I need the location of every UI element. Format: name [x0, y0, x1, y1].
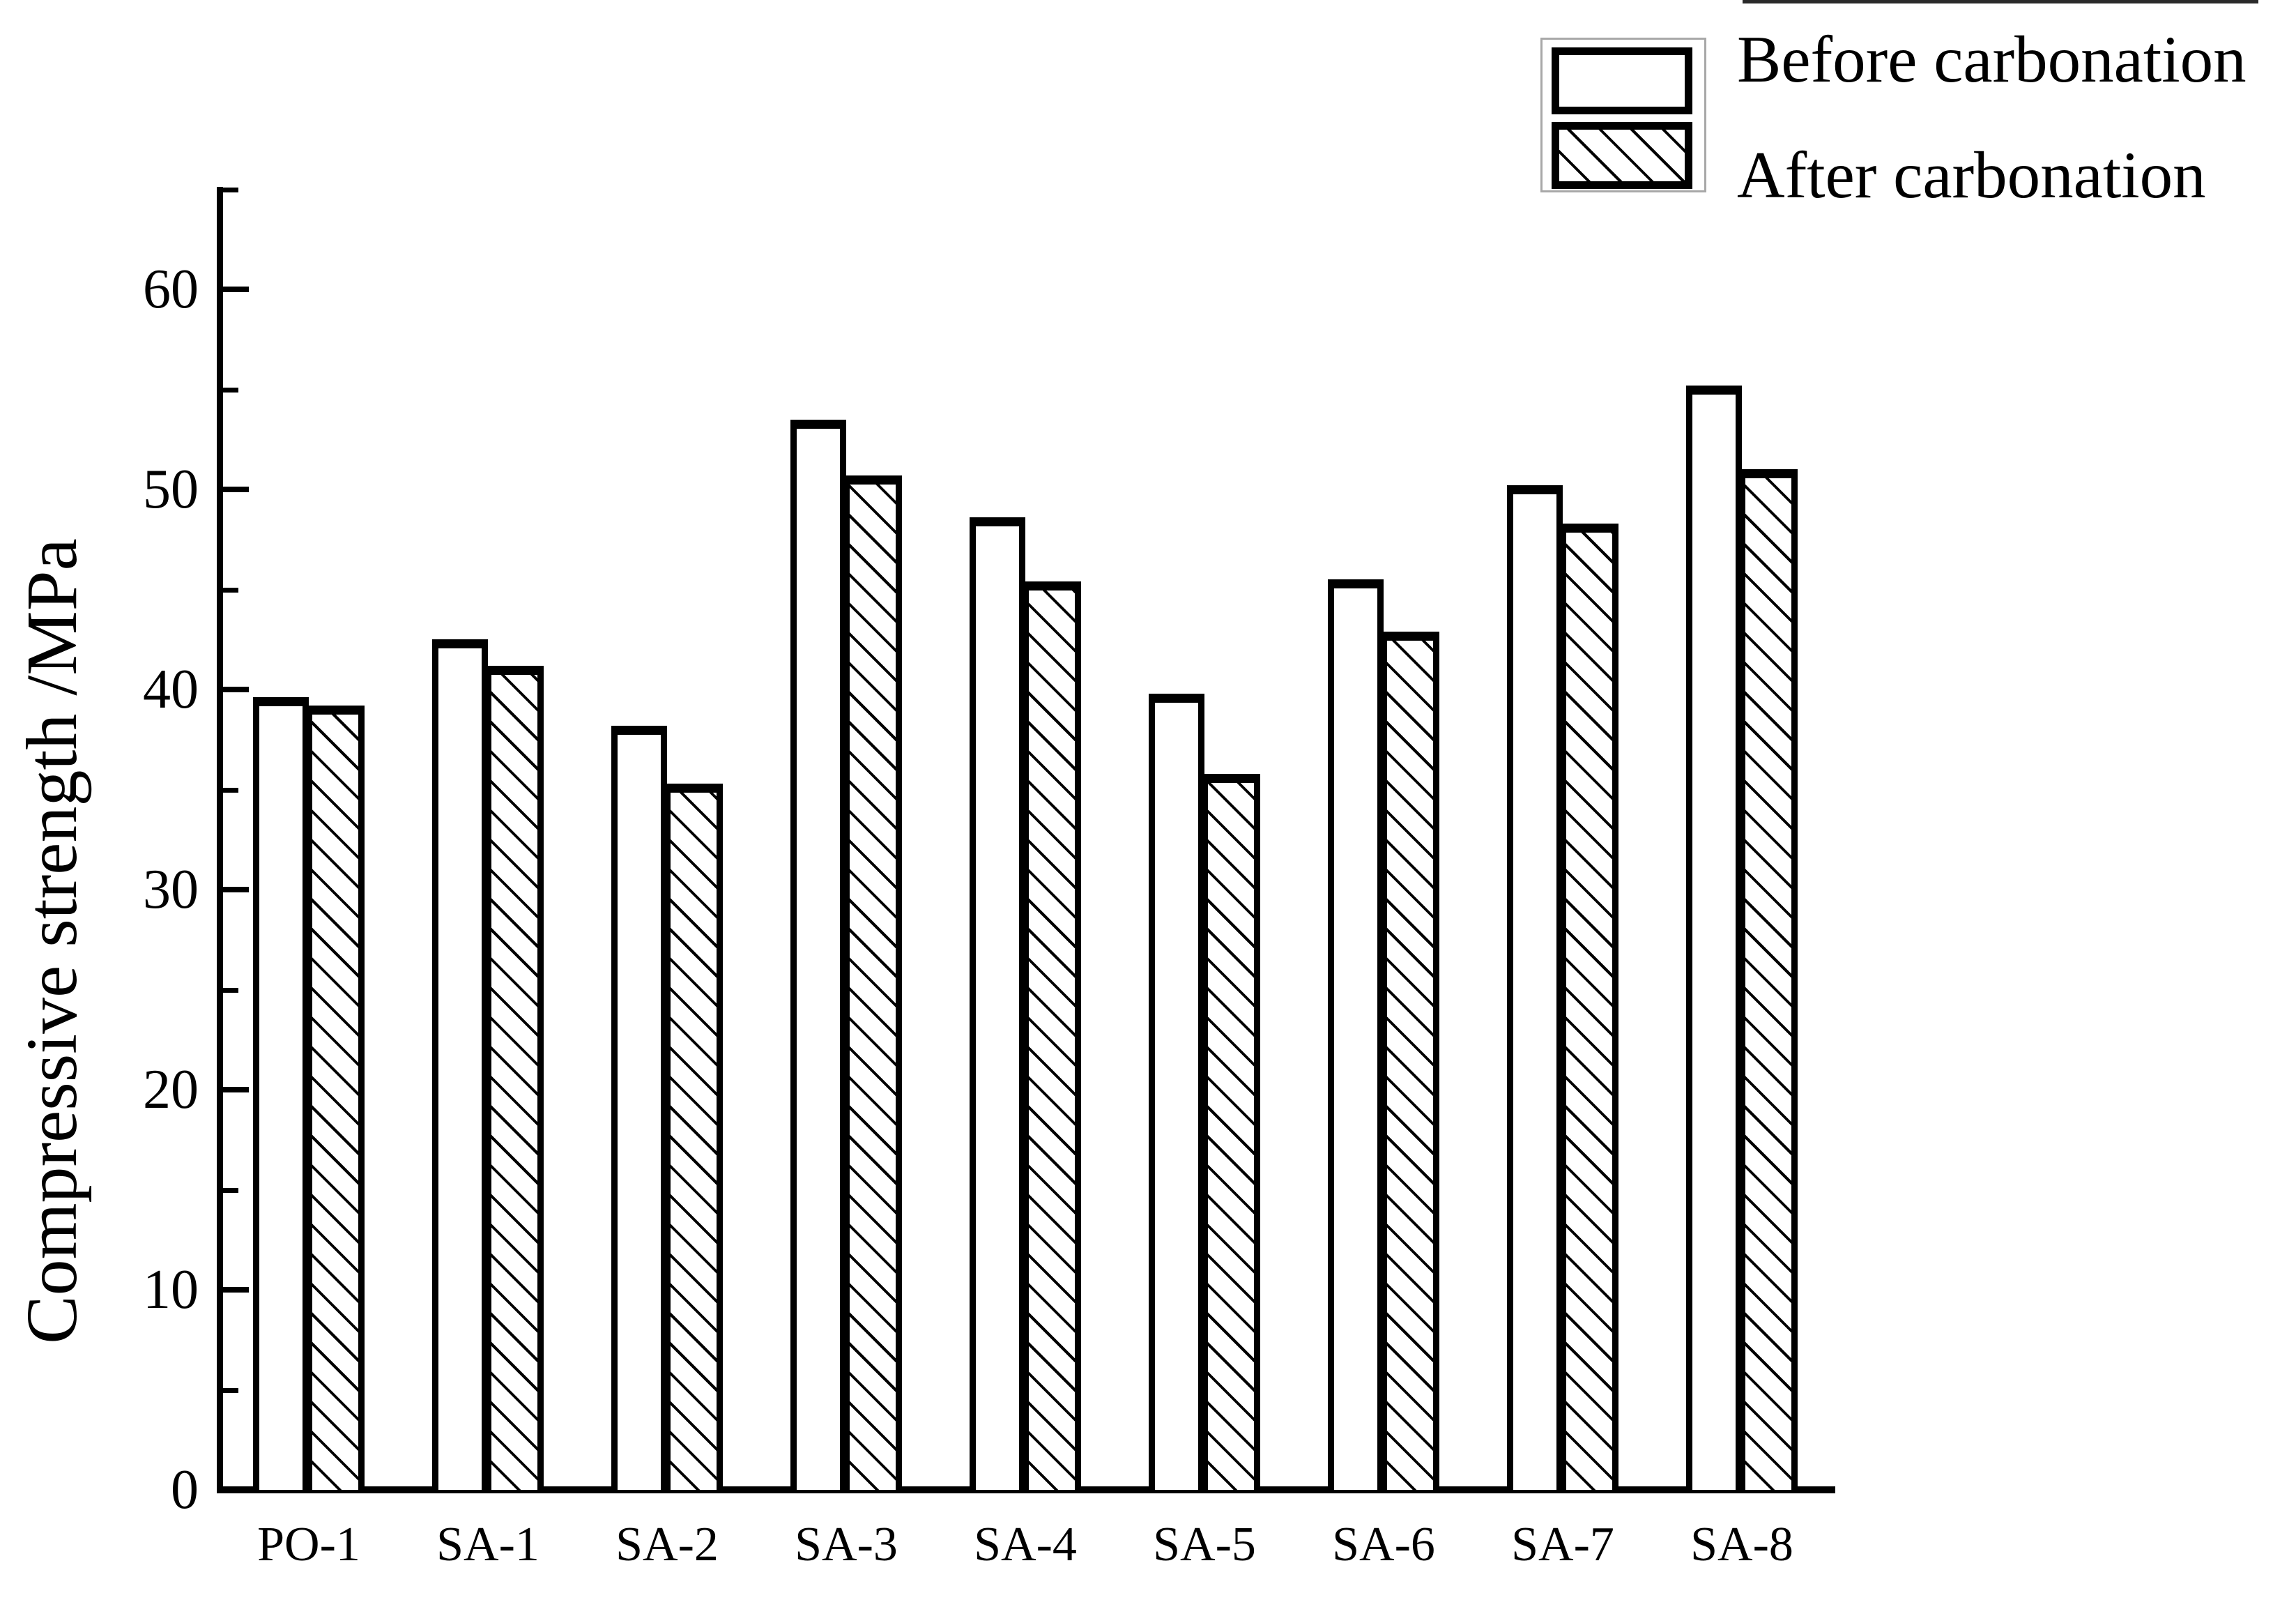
x-category-label-SA-3: SA-3 [795, 1518, 898, 1571]
x-category-label-SA-8: SA-8 [1690, 1518, 1793, 1571]
legend-label-before: Before carbonation [1737, 22, 2247, 96]
x-category-label-SA-2: SA-2 [615, 1518, 719, 1571]
x-category-label-SA-1: SA-1 [436, 1518, 539, 1571]
y-minor-tick-15 [223, 1187, 238, 1193]
bar-before-SA-3 [790, 419, 846, 1490]
bar-before-SA-1 [432, 639, 488, 1490]
y-tick-label-50: 50 [143, 459, 199, 520]
bar-after-SA-4 [1023, 581, 1081, 1490]
bar-after-PO-1 [306, 705, 365, 1490]
x-category-label-SA-5: SA-5 [1153, 1518, 1256, 1571]
legend-swatch-before-plain [1552, 47, 1692, 114]
y-minor-tick-35 [223, 787, 238, 793]
y-minor-tick-45 [223, 587, 238, 593]
bar-before-SA-4 [970, 517, 1025, 1490]
bar-before-SA-5 [1149, 693, 1204, 1490]
bar-before-SA-7 [1507, 485, 1563, 1490]
y-major-tick-30 [223, 887, 249, 892]
y-minor-tick-55 [223, 387, 238, 393]
y-minor-tick-25 [223, 987, 238, 993]
bar-before-PO-1 [253, 697, 309, 1490]
x-category-label-SA-4: SA-4 [974, 1518, 1077, 1571]
y-tick-label-60: 60 [143, 259, 199, 320]
bar-after-SA-3 [843, 475, 902, 1490]
y-axis-line [217, 187, 223, 1493]
y-axis-title: Compressive strength /MPa [12, 538, 92, 1344]
x-category-label-SA-6: SA-6 [1332, 1518, 1435, 1571]
bar-after-SA-8 [1739, 469, 1798, 1490]
legend-swatch-after-hatched [1552, 122, 1692, 189]
bar-before-SA-6 [1328, 579, 1384, 1490]
bar-after-SA-2 [664, 783, 723, 1490]
legend-frame-clipped-edge [1743, 0, 2258, 3]
bar-before-SA-2 [611, 725, 667, 1490]
legend-swatch-frame [1540, 38, 1706, 192]
bar-after-SA-6 [1381, 631, 1439, 1490]
bar-before-SA-8 [1686, 385, 1742, 1490]
y-major-tick-40 [223, 687, 249, 692]
bar-after-SA-5 [1202, 773, 1260, 1490]
y-tick-label-40: 40 [143, 659, 199, 720]
y-major-tick-60 [223, 287, 249, 292]
y-tick-label-30: 30 [143, 859, 199, 920]
y-major-tick-50 [223, 487, 249, 492]
y-major-tick-10 [223, 1287, 249, 1293]
y-minor-tick-65 [223, 187, 238, 192]
x-category-label-PO-1: PO-1 [257, 1518, 360, 1571]
y-tick-label-10: 10 [143, 1259, 199, 1320]
bar-after-SA-1 [485, 665, 544, 1490]
x-category-label-SA-7: SA-7 [1511, 1518, 1614, 1571]
y-major-tick-0 [223, 1487, 249, 1493]
y-major-tick-20 [223, 1087, 249, 1092]
y-tick-label-20: 20 [143, 1059, 199, 1120]
legend-label-after: After carbonation [1737, 138, 2206, 212]
bar-after-SA-7 [1560, 523, 1618, 1490]
y-tick-label-0: 0 [171, 1459, 199, 1521]
x-axis-line [217, 1486, 1835, 1493]
y-minor-tick-5 [223, 1387, 238, 1393]
